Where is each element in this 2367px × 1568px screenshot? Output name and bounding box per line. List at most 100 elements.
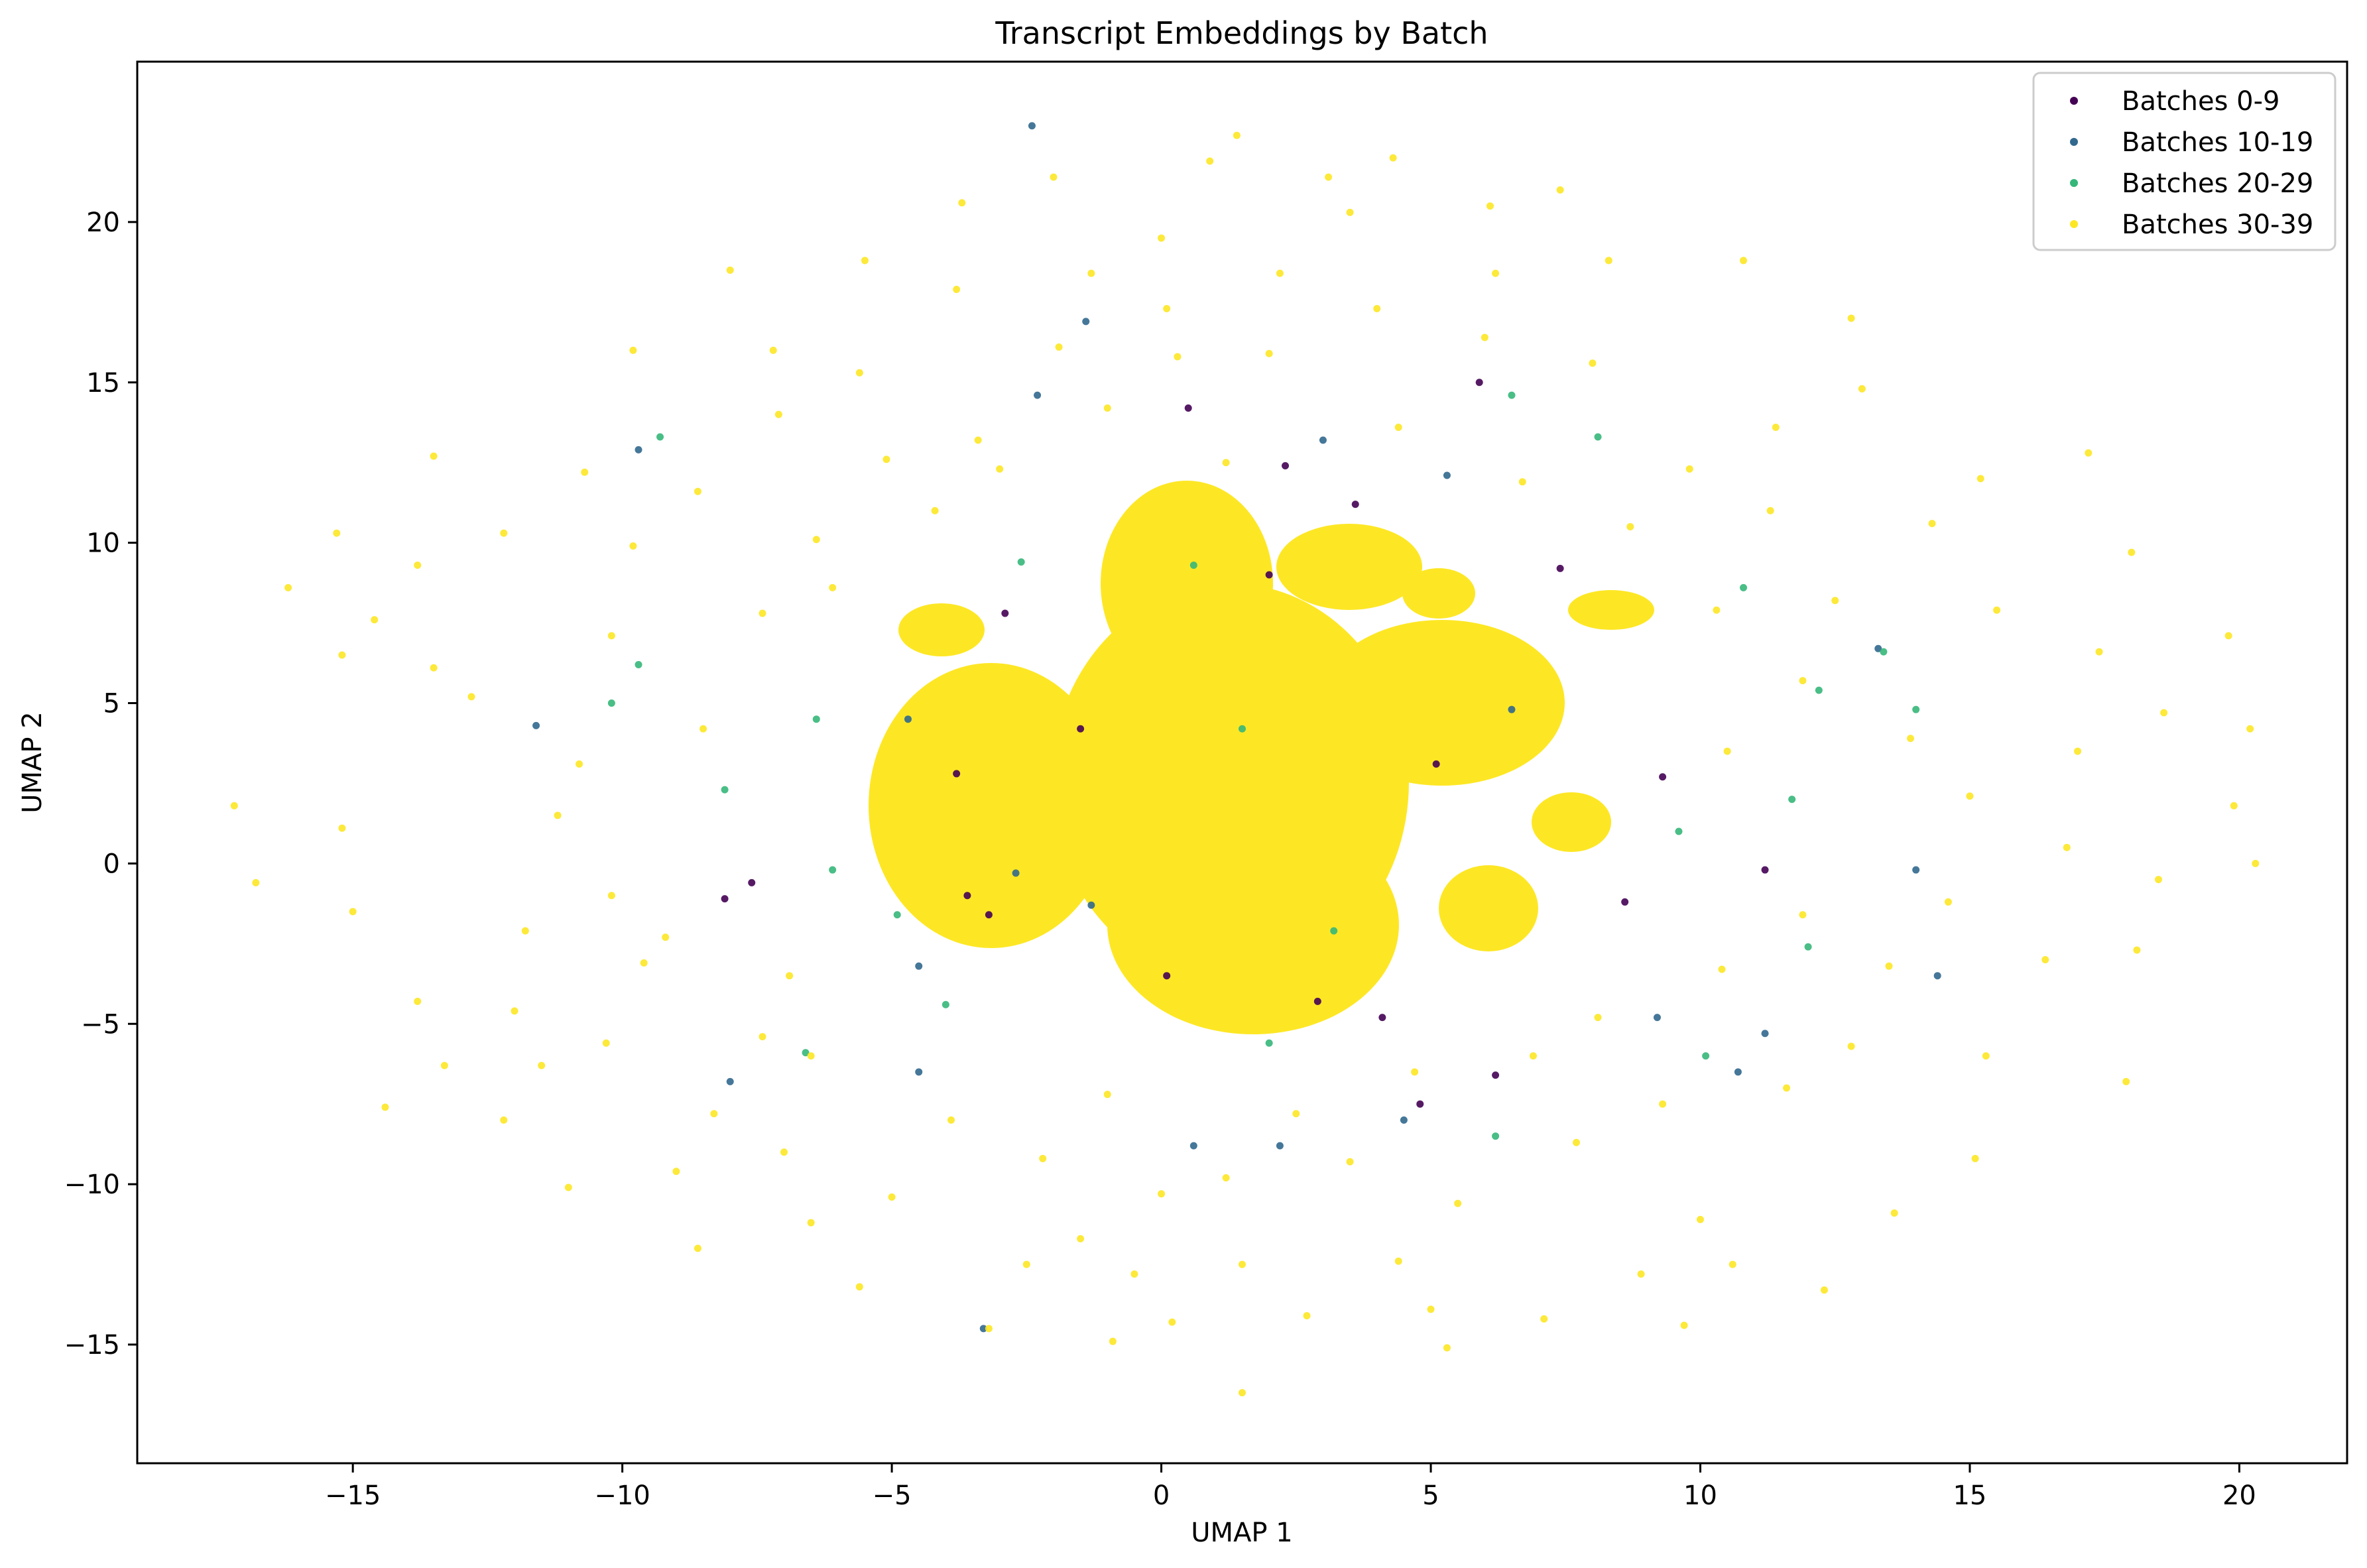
legend-marker-3 xyxy=(2070,220,2078,228)
point-series-3-141 xyxy=(1799,677,1807,685)
point-series-3-82 xyxy=(2133,946,2141,954)
point-series-2-19 xyxy=(1239,725,1246,733)
point-series-2-12 xyxy=(1804,943,1812,951)
y-tick-label-7: 20 xyxy=(86,208,120,238)
point-series-3-108 xyxy=(1847,1042,1855,1050)
point-series-0-14 xyxy=(748,878,756,886)
point-series-3-128 xyxy=(511,1007,518,1015)
point-series-3-9 xyxy=(414,561,422,569)
data-points xyxy=(230,122,2260,1397)
point-series-3-126 xyxy=(629,542,637,550)
point-series-3-89 xyxy=(931,507,939,514)
point-series-3-1 xyxy=(252,878,260,886)
point-series-1-5 xyxy=(635,446,642,453)
point-series-3-76 xyxy=(2063,843,2071,851)
point-series-0-6 xyxy=(985,911,993,919)
point-series-3-105 xyxy=(1573,1138,1581,1146)
point-series-0-13 xyxy=(1761,866,1769,874)
point-series-2-5 xyxy=(893,911,901,919)
point-series-0-10 xyxy=(1492,1071,1500,1079)
point-series-3-88 xyxy=(2252,859,2260,867)
point-series-3-149 xyxy=(882,455,890,463)
point-series-3-16 xyxy=(500,1116,508,1124)
point-series-3-77 xyxy=(2074,747,2082,755)
point-series-1-2 xyxy=(1034,391,1042,399)
point-series-3-118 xyxy=(1373,304,1381,312)
point-series-0-8 xyxy=(1313,997,1321,1005)
point-series-3-72 xyxy=(1976,475,1984,483)
cluster-blob-upper-right xyxy=(1276,524,1422,610)
point-series-3-146 xyxy=(1222,459,1230,467)
point-series-3-78 xyxy=(2085,449,2093,457)
point-series-3-17 xyxy=(521,927,529,935)
point-series-1-12 xyxy=(1276,1142,1284,1150)
point-series-3-30 xyxy=(861,257,869,265)
point-series-3-123 xyxy=(855,369,863,377)
point-series-3-73 xyxy=(1982,1052,1990,1060)
point-series-1-16 xyxy=(1933,972,1941,980)
point-series-3-107 xyxy=(1783,1084,1791,1092)
point-series-3-24 xyxy=(672,1168,680,1176)
point-series-2-11 xyxy=(1788,796,1796,804)
point-series-3-93 xyxy=(699,725,707,733)
point-series-3-132 xyxy=(888,1193,896,1201)
point-series-3-111 xyxy=(1966,792,1974,800)
point-series-3-109 xyxy=(1885,962,1893,970)
point-series-0-2 xyxy=(1282,462,1290,470)
point-series-3-6 xyxy=(349,908,357,916)
point-series-1-21 xyxy=(1653,1014,1661,1022)
point-series-3-142 xyxy=(1713,606,1721,614)
point-series-3-116 xyxy=(1589,359,1597,367)
point-series-3-0 xyxy=(230,802,238,810)
point-series-1-1 xyxy=(1082,318,1090,326)
point-series-3-139 xyxy=(1799,911,1807,919)
point-series-2-1 xyxy=(635,660,642,668)
x-tick-label-4: 5 xyxy=(1422,1480,1439,1511)
point-series-2-16 xyxy=(1508,391,1516,399)
cluster-blob-mid-right xyxy=(1402,568,1475,619)
x-axis-label: UMAP 1 xyxy=(1191,1518,1292,1548)
point-series-0-16 xyxy=(721,895,729,903)
y-tick-label-6: 15 xyxy=(86,368,120,398)
chart-title: Transcript Embeddings by Batch xyxy=(995,15,1488,51)
point-series-3-59 xyxy=(1605,257,1612,265)
point-series-3-13 xyxy=(440,1061,448,1069)
point-series-3-113 xyxy=(1831,597,1839,605)
point-series-2-23 xyxy=(1675,827,1683,835)
point-series-1-9 xyxy=(915,962,923,970)
point-series-3-140 xyxy=(1723,747,1731,755)
point-series-3-133 xyxy=(1103,1091,1111,1099)
point-series-3-12 xyxy=(414,997,422,1005)
point-series-0-1 xyxy=(1475,379,1483,387)
y-tick-label-5: 10 xyxy=(86,528,120,559)
point-series-3-60 xyxy=(1637,1270,1645,1278)
point-series-1-19 xyxy=(979,1325,987,1333)
point-series-2-8 xyxy=(1492,1132,1500,1140)
point-series-3-23 xyxy=(640,959,648,967)
point-series-3-38 xyxy=(1109,1337,1117,1345)
point-series-3-147 xyxy=(1103,404,1111,412)
point-series-2-24 xyxy=(1815,686,1823,694)
point-series-3-69 xyxy=(1890,1209,1898,1217)
cluster-blob-right xyxy=(1319,620,1565,786)
point-series-3-7 xyxy=(371,616,379,624)
point-series-3-33 xyxy=(985,1325,993,1333)
point-series-3-110 xyxy=(1944,898,1952,906)
point-series-1-15 xyxy=(1874,644,1882,652)
point-series-3-36 xyxy=(1077,1235,1085,1242)
point-series-3-102 xyxy=(1222,1174,1230,1181)
point-series-3-114 xyxy=(1766,507,1774,514)
y-tick-label-3: 0 xyxy=(103,849,120,879)
point-series-3-95 xyxy=(554,812,562,819)
point-series-3-87 xyxy=(2246,725,2254,733)
point-series-2-22 xyxy=(941,1000,949,1008)
point-series-0-4 xyxy=(1001,609,1009,617)
point-series-1-4 xyxy=(1443,471,1451,479)
plot-area-frame xyxy=(136,60,2348,1465)
point-series-1-14 xyxy=(1761,1030,1769,1038)
point-series-3-34 xyxy=(1022,1260,1030,1268)
point-series-3-136 xyxy=(1529,1052,1537,1060)
x-tick-label-2: −5 xyxy=(873,1480,912,1511)
point-series-1-17 xyxy=(1912,866,1920,874)
point-series-3-134 xyxy=(1292,1110,1300,1118)
